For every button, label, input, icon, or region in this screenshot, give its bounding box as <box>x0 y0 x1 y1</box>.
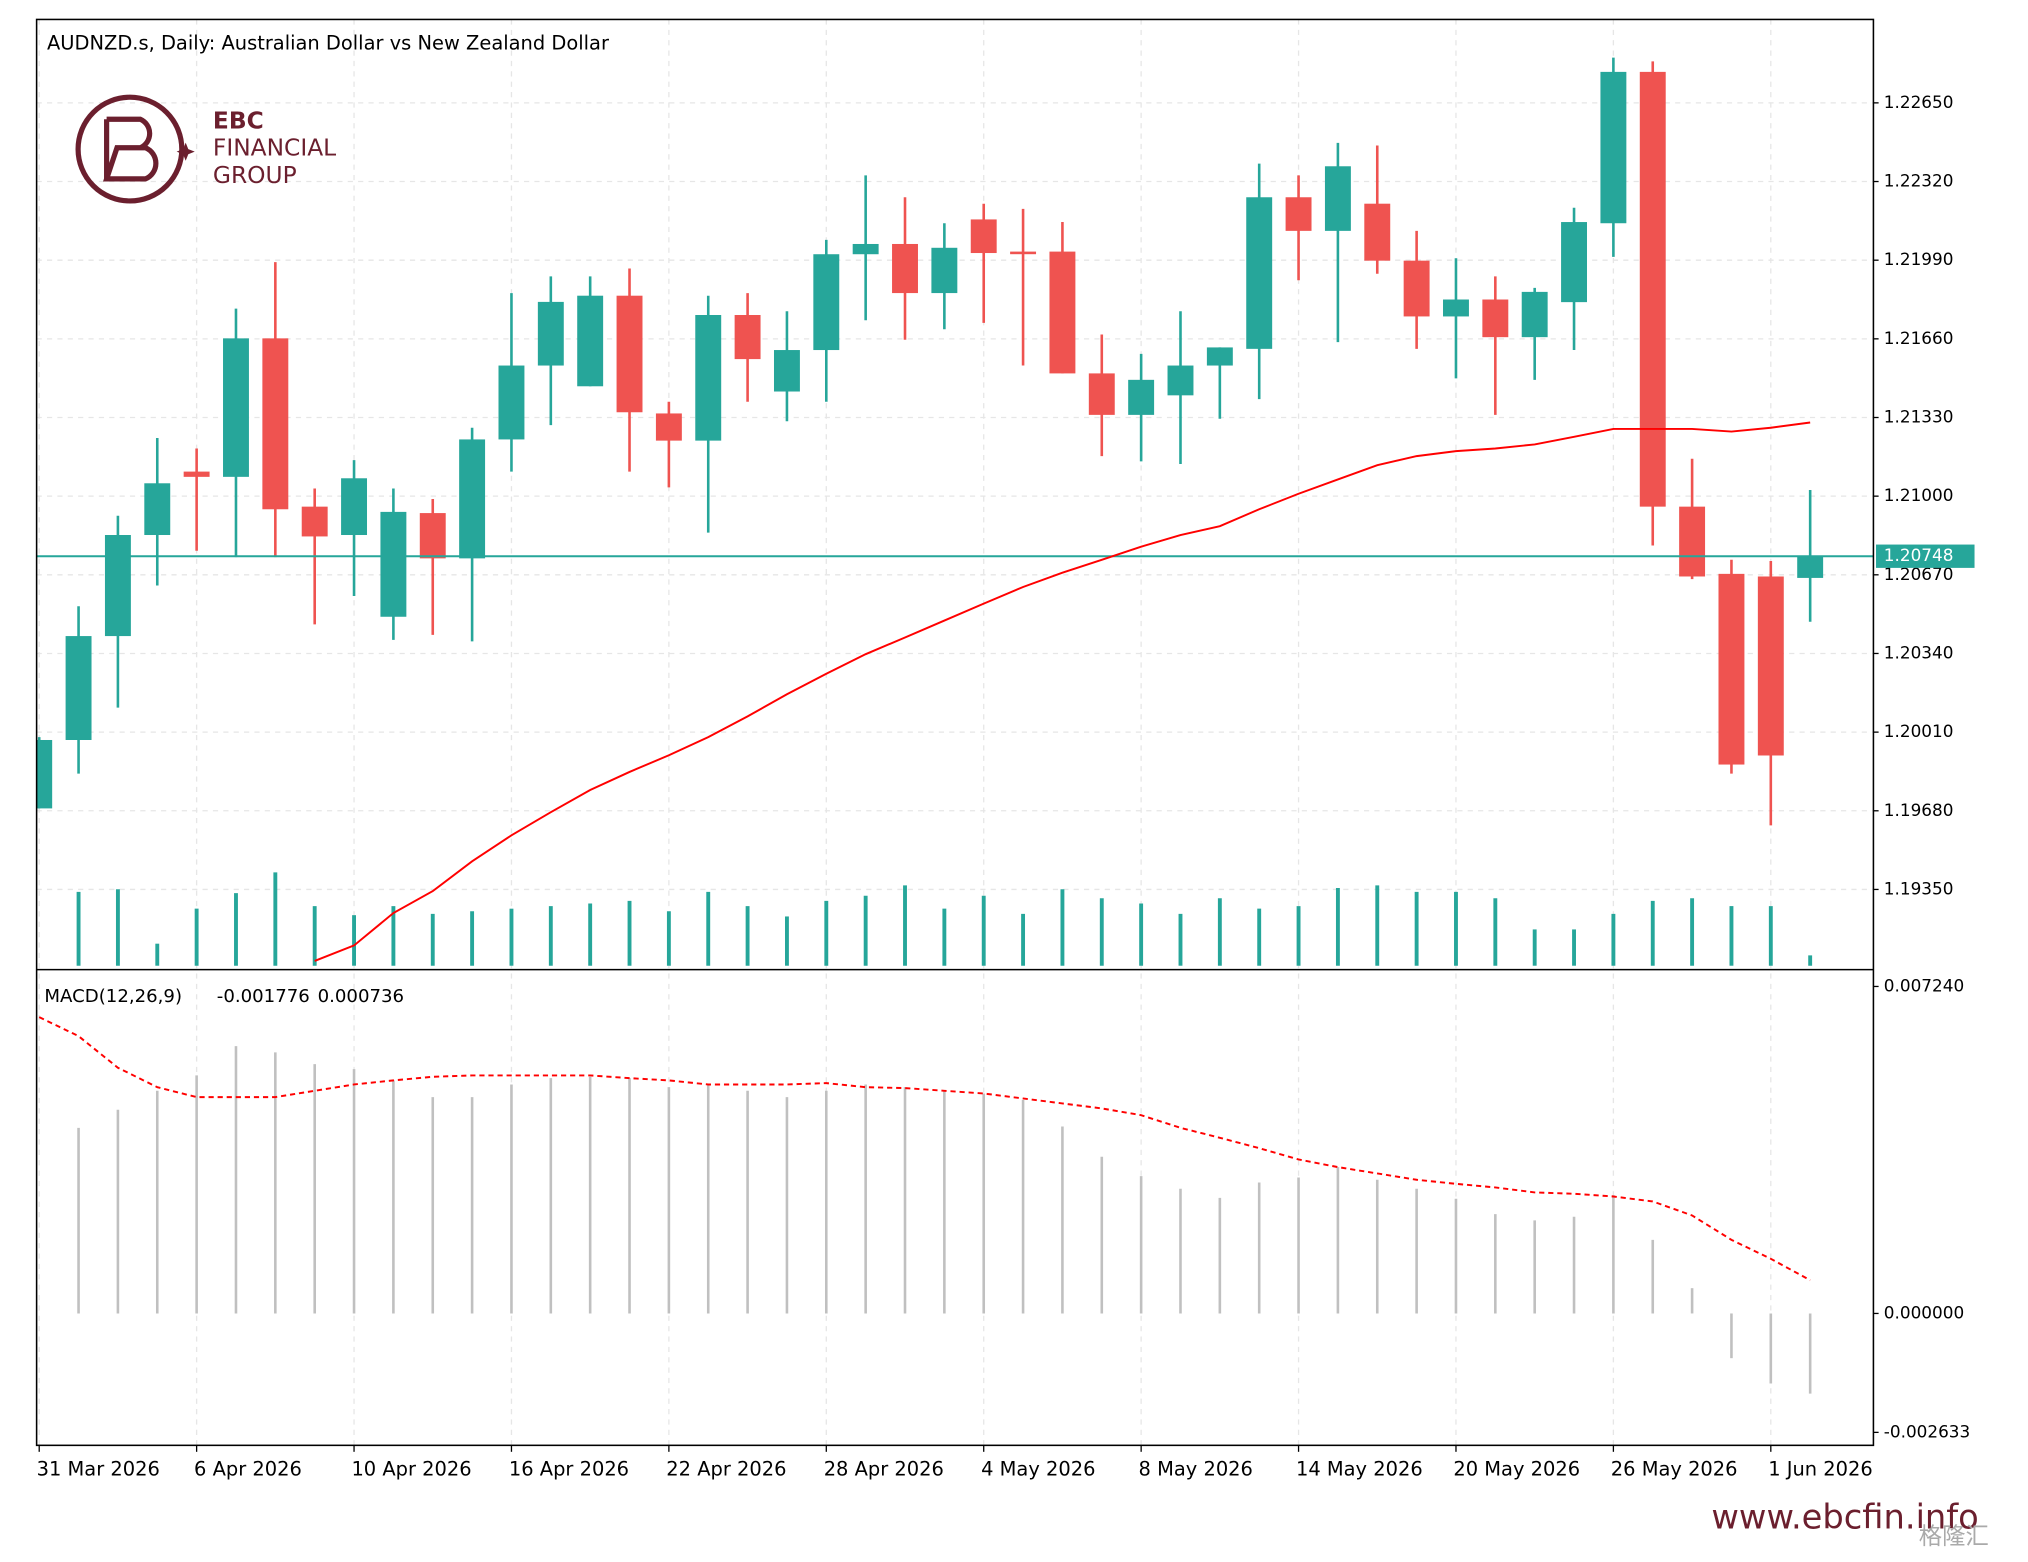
x-tick-label: 16 Apr 2026 <box>509 1457 629 1480</box>
x-tick-label: 28 Apr 2026 <box>824 1457 944 1480</box>
x-tick-label: 1 Jun 2026 <box>1768 1457 1873 1480</box>
candles <box>36 57 1874 826</box>
candle-body <box>577 295 604 387</box>
candle-body <box>773 350 800 392</box>
candle-body <box>655 413 682 441</box>
axes: 1.22650 1.22320 1.21990 1.21660 1.21330 1.210… <box>37 92 1975 1480</box>
candle-body <box>1324 166 1351 231</box>
watermark: 格隆汇 <box>1919 1522 1989 1550</box>
ma-line <box>314 421 1811 962</box>
volume <box>76 872 1813 966</box>
moving-average <box>314 421 1811 962</box>
candle-body <box>223 338 249 477</box>
candle-body <box>1757 576 1784 756</box>
candle-body <box>537 301 564 366</box>
logo-text: EBC <box>213 106 264 134</box>
x-tick-label: 20 May 2026 <box>1453 1457 1580 1480</box>
candle-body <box>892 243 918 294</box>
candle-body <box>498 365 525 440</box>
logo-ring <box>75 94 185 204</box>
candle-body <box>813 254 840 351</box>
x-tick-label: 8 May 2026 <box>1139 1457 1253 1480</box>
y-tick-label: 0.000000 <box>1884 1302 1964 1322</box>
candle-body <box>262 338 289 510</box>
y-tick-label: 1.22320 <box>1884 171 1954 191</box>
candle-body <box>931 247 958 294</box>
candle-body <box>104 535 131 637</box>
candle-body <box>1797 556 1824 578</box>
y-tick-label: 1.19680 <box>1884 800 1954 820</box>
logo-mark <box>103 116 159 182</box>
candle-body <box>1010 251 1037 255</box>
x-tick-label: 6 Apr 2026 <box>194 1457 302 1480</box>
candle-body <box>1639 71 1666 507</box>
candle-body <box>1088 373 1115 415</box>
candle-body <box>1482 299 1509 338</box>
candle-body <box>1679 506 1706 577</box>
candle-body <box>183 471 210 477</box>
y-tick-label: 0.007240 <box>1884 975 1964 995</box>
current-price-label: 1.20748 <box>1884 545 1954 565</box>
y-tick-label: 1.20010 <box>1884 721 1954 741</box>
y-tick-label: -0.002633 <box>1884 1421 1970 1441</box>
candle-body <box>1167 365 1194 396</box>
logo-text: FINANCIAL <box>213 134 336 162</box>
macd <box>38 1016 1812 1394</box>
signal-value: 0.000736 <box>318 986 404 1007</box>
candle-body <box>1364 203 1391 261</box>
y-tick-label: 1.20340 <box>1884 642 1954 662</box>
candle-body <box>1718 573 1745 765</box>
candle-body <box>459 439 486 559</box>
y-tick-label: 1.22650 <box>1884 92 1954 112</box>
candle-body <box>734 315 761 360</box>
candle-body <box>1403 260 1430 317</box>
candle-body <box>301 506 328 537</box>
footer-url: www.ebcfin.info <box>1711 1498 1978 1537</box>
candle-body <box>1206 347 1233 366</box>
candle-body <box>1049 251 1076 374</box>
candle-body <box>1443 299 1469 317</box>
y-tick-label: 1.21990 <box>1884 249 1954 269</box>
chart-title: AUDNZD.s, Daily: Australian Dollar vs Ne… <box>47 32 609 55</box>
y-tick-label: 1.19350 <box>1884 878 1954 898</box>
candle-body <box>616 295 643 413</box>
candle-body <box>1521 291 1548 338</box>
logo: EBC FINANCIAL GROUP <box>75 94 336 204</box>
y-tick-label: 1.21660 <box>1884 328 1954 348</box>
candle-body <box>970 219 997 254</box>
candle-body <box>1128 379 1155 415</box>
candle-body <box>380 511 407 617</box>
candle-body <box>144 483 171 536</box>
logo-text: GROUP <box>213 161 297 189</box>
macd-name: MACD(12,26,9) <box>44 986 182 1007</box>
macd-value: -0.001776 <box>217 986 310 1007</box>
candle-body <box>852 243 879 255</box>
x-tick-label: 22 Apr 2026 <box>666 1457 786 1480</box>
y-tick-label: 1.21000 <box>1884 485 1954 505</box>
x-tick-label: 31 Mar 2026 <box>37 1457 160 1480</box>
candle-body <box>1600 71 1627 224</box>
y-tick-label: 1.20670 <box>1884 564 1954 584</box>
x-tick-label: 26 May 2026 <box>1611 1457 1738 1480</box>
candle-body <box>419 513 446 559</box>
candle-body <box>1285 197 1312 231</box>
x-tick-label: 4 May 2026 <box>981 1457 1095 1480</box>
candle-body <box>65 636 92 740</box>
candle-body <box>695 315 722 441</box>
candle-body <box>36 739 53 809</box>
current-price-tag <box>1876 544 1975 568</box>
x-tick-label: 14 May 2026 <box>1296 1457 1423 1480</box>
grid <box>36 19 1874 1446</box>
candle-body <box>341 478 368 536</box>
candle-body <box>1561 222 1588 303</box>
logo-star <box>176 142 195 161</box>
candle-body <box>1246 197 1273 349</box>
frame <box>35 18 1875 1447</box>
signal-line <box>38 1016 1811 1282</box>
macd-label: MACD(12,26,9) -0.001776 0.000736 <box>44 986 404 1007</box>
x-tick-label: 10 Apr 2026 <box>351 1457 471 1480</box>
y-tick-label: 1.21330 <box>1884 406 1954 426</box>
